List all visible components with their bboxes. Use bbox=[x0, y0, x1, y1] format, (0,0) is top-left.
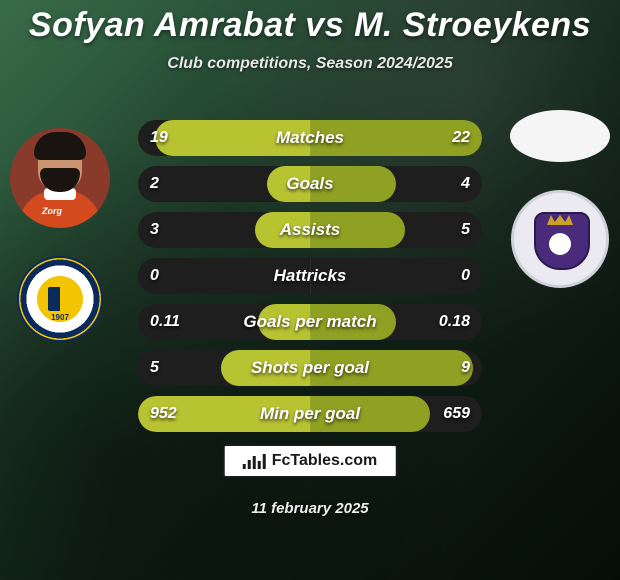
footer-date: 11 february 2025 bbox=[0, 500, 620, 517]
stat-value-right: 4 bbox=[461, 166, 470, 202]
player-right-avatar-placeholder bbox=[510, 110, 610, 162]
source-badge: FcTables.com bbox=[223, 444, 398, 478]
source-logo-icon bbox=[243, 453, 266, 469]
stat-row: Assists3 5 bbox=[138, 212, 482, 248]
stat-row: Shots per goal5 9 bbox=[138, 350, 482, 386]
stat-value-left: 3 bbox=[150, 212, 159, 248]
stat-row: Matches19 22 bbox=[138, 120, 482, 156]
stat-row: Goals per match0.11 0.18 bbox=[138, 304, 482, 340]
club-left-badge: 1907 bbox=[17, 256, 103, 342]
stat-value-left: 2 bbox=[150, 166, 159, 202]
stat-value-left: 0 bbox=[150, 258, 159, 294]
stat-label: Goals bbox=[138, 166, 482, 202]
club-left-year: 1907 bbox=[19, 313, 101, 322]
stat-value-left: 952 bbox=[150, 396, 177, 432]
left-player-column: Zorg 1907 bbox=[10, 128, 110, 342]
player-left-avatar: Zorg bbox=[10, 128, 110, 228]
subtitle: Club competitions, Season 2024/2025 bbox=[0, 55, 620, 73]
stat-label: Goals per match bbox=[138, 304, 482, 340]
stat-row: Hattricks0 0 bbox=[138, 258, 482, 294]
player-left-sponsor: Zorg bbox=[42, 206, 62, 216]
stat-value-right: 0 bbox=[461, 258, 470, 294]
stat-label: Matches bbox=[138, 120, 482, 156]
stat-label: Hattricks bbox=[138, 258, 482, 294]
source-text: FcTables.com bbox=[272, 452, 378, 470]
stat-value-right: 9 bbox=[461, 350, 470, 386]
stat-value-right: 659 bbox=[443, 396, 470, 432]
stat-value-left: 0.11 bbox=[150, 304, 180, 340]
stat-label: Assists bbox=[138, 212, 482, 248]
stat-value-right: 5 bbox=[461, 212, 470, 248]
stat-value-left: 19 bbox=[150, 120, 168, 156]
page-title: Sofyan Amrabat vs M. Stroeykens bbox=[0, 0, 620, 45]
stat-value-right: 0.18 bbox=[439, 304, 470, 340]
stat-row: Min per goal952 659 bbox=[138, 396, 482, 432]
stat-value-left: 5 bbox=[150, 350, 159, 386]
stat-row: Goals2 4 bbox=[138, 166, 482, 202]
stat-label: Shots per goal bbox=[138, 350, 482, 386]
stat-value-right: 22 bbox=[452, 120, 470, 156]
club-right-badge bbox=[511, 190, 609, 288]
right-player-column bbox=[510, 110, 610, 288]
stat-label: Min per goal bbox=[138, 396, 482, 432]
stats-bars: Matches19 22 Goals2 4 Assists3 5 Hattricks0 0 Go… bbox=[138, 120, 482, 432]
